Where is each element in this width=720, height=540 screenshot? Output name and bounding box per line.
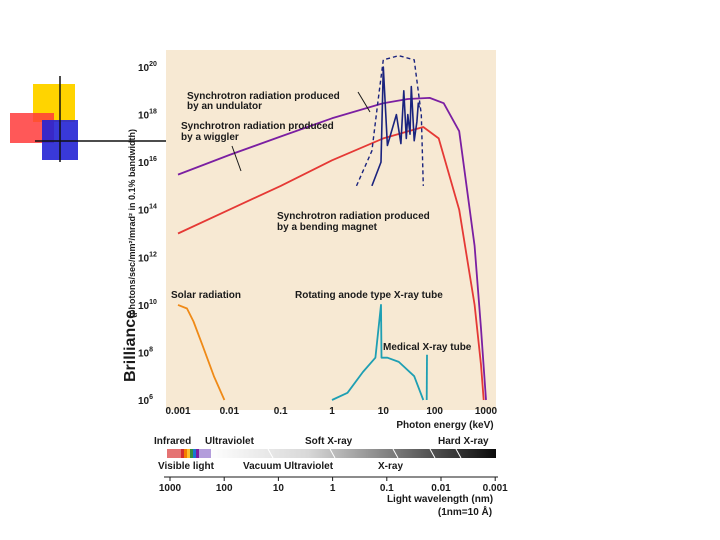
y-tick-label: 1016 [138,156,157,169]
wavelength-axis-label: Light wavelength (nm) [387,494,493,505]
spectrum-divider [392,448,399,459]
infrared-swatch [167,449,181,458]
spectrum-divider [329,448,336,459]
x-tick-label: 0.01 [220,406,240,417]
wiggler-label: Synchrotron radiation produced [181,121,334,132]
wavelength-tick-label: 0.01 [431,483,451,494]
x-tick-label: 1 [329,406,335,417]
x-tick-label: 0.001 [165,406,190,417]
x-axis-label: Photon energy (keV) [396,420,493,431]
spectrum-label-top: Hard X-ray [438,436,489,447]
spectrum-label-bottom: Vacuum Ultraviolet [243,461,334,472]
series-line-solar [177,304,226,401]
spectrum-divider [455,448,462,459]
wavelength-tick-label: 1000 [159,483,182,494]
spectrum-gradient-bar [207,449,496,458]
visible-light-swatch [193,449,196,458]
y-tick-label: 1018 [138,109,157,122]
bending-label: Synchrotron radiation produced [277,211,430,222]
y-axis-units: (photons/sec/mm²/mrad² in 0.1% bandwidth… [127,129,137,318]
ultraviolet-swatch [199,449,211,458]
visible-light-swatch [184,449,187,458]
wavelength-tick-label: 0.001 [483,483,508,494]
x-tick-label: 10 [378,406,390,417]
wavelength-tick-label: 100 [216,483,233,494]
wavelength-tick-label: 0.1 [380,483,394,494]
y-tick-label: 106 [138,394,153,407]
y-tick-label: 1020 [138,61,157,74]
series-line-bending [177,126,485,401]
series-line-wiggler [177,97,487,401]
y-tick-label: 1012 [138,251,157,264]
x-tick-label: 0.1 [274,406,288,417]
spectrum-divider [267,448,274,459]
wavelength-unit-note: (1nm=10 Å) [438,505,492,518]
visible-light-swatch [181,449,184,458]
wavelength-tick-label: 1 [330,483,336,494]
spectrum-label-top: Ultraviolet [205,436,255,447]
wiggler-pointer [231,145,242,172]
visible-light-swatch [196,449,199,458]
spectrum-label-bottom: X-ray [378,461,403,472]
series-line-rotating [331,304,425,401]
spectrum-label-top: Soft X-ray [305,436,353,447]
rotating-anode-label: Rotating anode type X-ray tube [295,290,443,301]
y-axis-label: Brilliance [122,310,139,382]
undulator-label: Synchrotron radiation produced [187,91,340,102]
spectrum-label-top: Infrared [154,436,191,447]
x-tick-label: 100 [426,406,443,417]
chart-background [166,50,496,410]
x-tick-label: 1000 [475,406,498,417]
series-line-undulator [371,66,420,187]
undulator-pointer [357,91,371,113]
visible-light-swatch [190,449,193,458]
visible-light-swatch [187,449,190,458]
y-tick-label: 1014 [138,204,157,217]
spectrum-label-bottom: Visible light [158,461,215,472]
medical-tube-label: Medical X-ray tube [383,342,472,353]
y-tick-label: 108 [138,346,153,359]
undulator-label: by an undulator [187,101,262,112]
wavelength-tick-label: 10 [273,483,285,494]
bending-label: by a bending magnet [277,222,378,233]
spectrum-divider [429,448,436,459]
y-tick-label: 1010 [138,299,157,312]
wiggler-label: by a wiggler [181,132,239,143]
solar-label: Solar radiation [171,290,241,301]
